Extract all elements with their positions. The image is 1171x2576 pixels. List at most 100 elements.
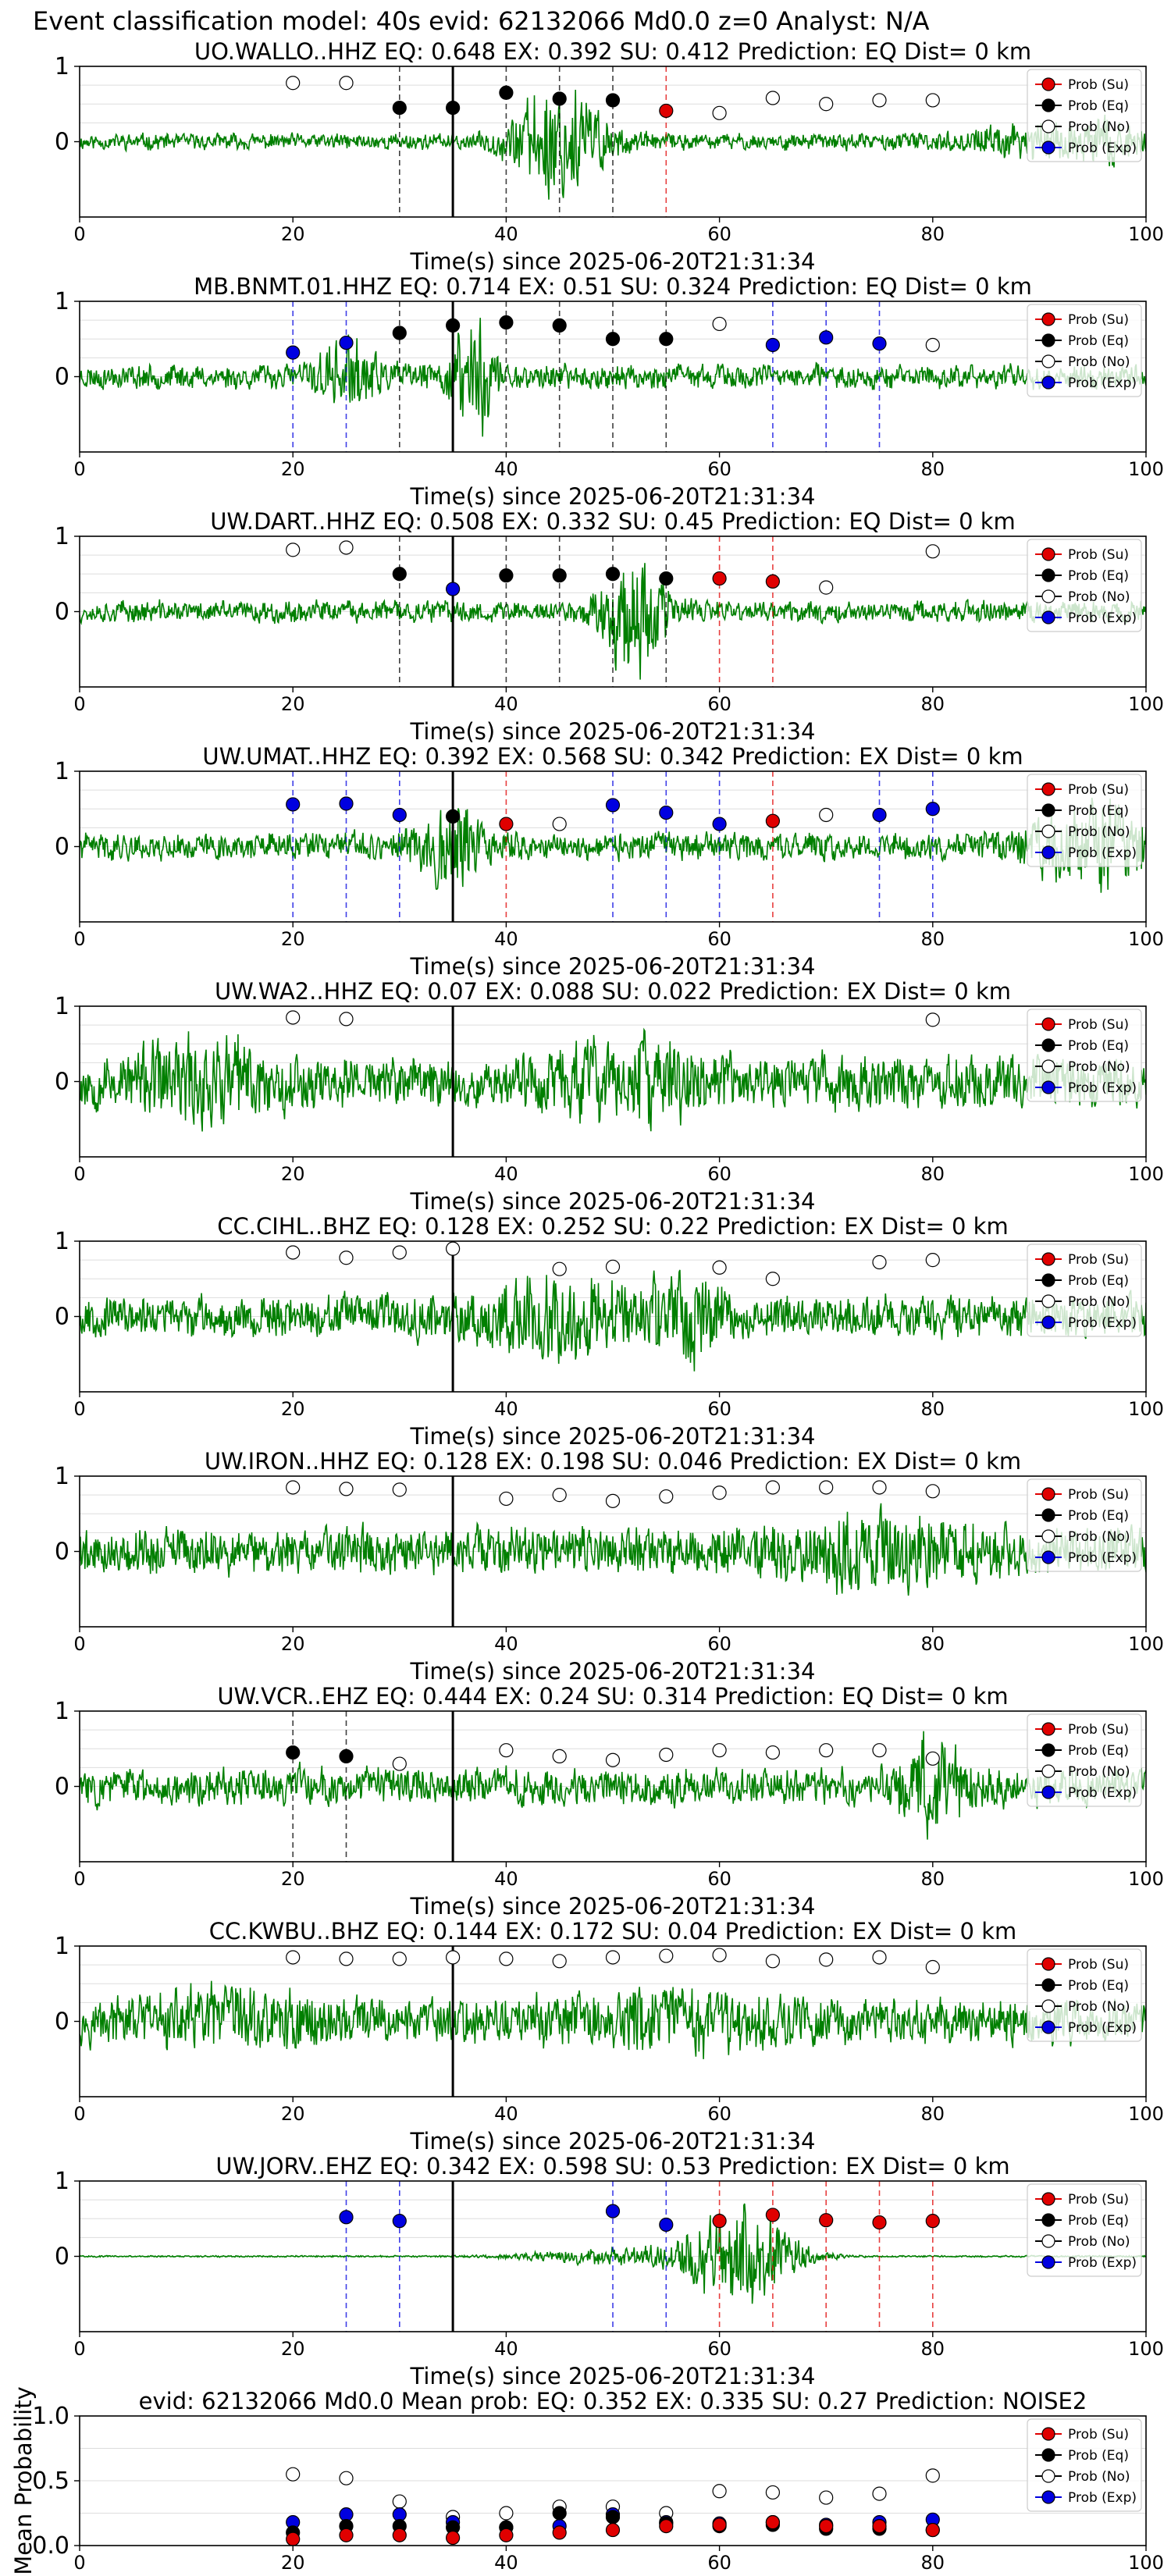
mean-prob-marker xyxy=(819,2519,834,2534)
prob-marker xyxy=(552,1954,567,1969)
panel-title: UW.WA2..HHZ EQ: 0.07 EX: 0.088 SU: 0.022… xyxy=(215,978,1011,1005)
prob-marker xyxy=(339,796,354,811)
x-tick-label: 40 xyxy=(494,928,518,950)
prob-marker xyxy=(765,1272,781,1286)
y-tick-label: 1 xyxy=(55,1698,69,1725)
plot-area xyxy=(80,2416,1146,2546)
panel-title: CC.CIHL..BHZ EQ: 0.128 EX: 0.252 SU: 0.2… xyxy=(217,1213,1008,1240)
prob-marker xyxy=(605,1950,621,1965)
prob-marker xyxy=(552,1261,567,1276)
x-tick-label: 60 xyxy=(707,693,731,715)
legend-label: Prob (Eq) xyxy=(1068,803,1129,819)
legend-label: Prob (Eq) xyxy=(1068,1978,1129,1994)
prob-marker xyxy=(872,1254,887,1270)
plot-area xyxy=(80,2181,1146,2332)
x-tick-label: 80 xyxy=(921,2552,945,2574)
prob-marker xyxy=(286,1010,301,1025)
prob-marker xyxy=(552,1488,567,1503)
mean-prob-marker xyxy=(872,2519,887,2534)
legend-label: Prob (Su) xyxy=(1068,1487,1129,1503)
prob-marker xyxy=(712,817,727,831)
prob-marker xyxy=(872,807,887,823)
prob-marker xyxy=(925,1012,940,1027)
mean-prob-marker xyxy=(445,2530,461,2546)
legend: Prob (Su) Prob (Eq) Prob (No) Prob (Exp) xyxy=(1027,1009,1142,1102)
legend-box xyxy=(1027,1478,1142,1572)
panel-title: UW.VCR..EHZ EQ: 0.444 EX: 0.24 SU: 0.314… xyxy=(217,1683,1008,1710)
x-tick-label: 40 xyxy=(494,1163,518,1185)
mean-prob-marker xyxy=(339,2471,354,2485)
y-tick-label: 0 xyxy=(55,1539,69,1566)
legend-label: Prob (No) xyxy=(1068,589,1130,605)
prob-marker xyxy=(765,574,781,589)
legend-box xyxy=(1027,1244,1142,1337)
legend-label: Prob (No) xyxy=(1068,1294,1130,1310)
x-tick-label: 100 xyxy=(1128,693,1164,715)
legend-label: Prob (Su) xyxy=(1068,1017,1129,1033)
prob-marker xyxy=(765,91,781,105)
legend-label: Prob (Exp) xyxy=(1068,1550,1137,1566)
legend-label: Prob (Eq) xyxy=(1068,1273,1129,1289)
x-tick-label: 20 xyxy=(281,1398,305,1420)
prob-marker xyxy=(445,1950,461,1965)
x-tick-label: 100 xyxy=(1128,1398,1164,1420)
prob-marker xyxy=(499,1743,514,1758)
x-axis-label: Time(s) since 2025-06-20T21:31:34 xyxy=(410,1188,816,1215)
prob-marker xyxy=(339,2210,354,2225)
panel-title: UW.JORV..EHZ EQ: 0.342 EX: 0.598 SU: 0.5… xyxy=(215,2153,1009,2179)
prob-marker xyxy=(445,1241,461,1256)
x-tick-label: 0 xyxy=(73,1398,85,1420)
legend-marker xyxy=(1041,2234,1055,2248)
legend-marker xyxy=(1041,1273,1055,1287)
plot-area xyxy=(80,1476,1146,1627)
y-tick-label: 0 xyxy=(55,1304,69,1331)
x-tick-label: 40 xyxy=(494,223,518,245)
x-tick-label: 100 xyxy=(1128,2103,1164,2125)
x-tick-label: 100 xyxy=(1128,458,1164,480)
x-tick-label: 80 xyxy=(921,693,945,715)
prob-marker xyxy=(445,318,461,333)
mean-prob-marker xyxy=(392,2528,407,2542)
panel-9: CC.KWBU..BHZ EQ: 0.144 EX: 0.172 SU: 0.0… xyxy=(55,1918,1164,2154)
prob-marker xyxy=(499,568,514,583)
legend-marker xyxy=(1041,1080,1055,1094)
legend-label: Prob (No) xyxy=(1068,1529,1130,1545)
y-tick-label: 1 xyxy=(55,1228,69,1255)
prob-marker xyxy=(925,337,940,353)
prob-marker xyxy=(872,1480,887,1495)
plot-area xyxy=(80,66,1146,217)
x-tick-label: 60 xyxy=(707,2338,731,2360)
x-tick-label: 60 xyxy=(707,1163,731,1185)
legend-marker xyxy=(1041,98,1055,112)
x-tick-label: 40 xyxy=(494,2338,518,2360)
x-tick-label: 20 xyxy=(281,1868,305,1890)
mean-prob-marker xyxy=(819,2490,834,2505)
x-tick-label: 0 xyxy=(73,223,85,245)
prob-marker xyxy=(605,93,621,108)
legend-marker xyxy=(1041,568,1055,582)
prob-marker xyxy=(445,100,461,116)
x-tick-label: 40 xyxy=(494,458,518,480)
x-tick-label: 60 xyxy=(707,928,731,950)
prob-marker xyxy=(392,1245,407,1260)
legend-marker xyxy=(1041,1999,1055,2013)
y-tick-label: 0 xyxy=(55,834,69,861)
legend-marker xyxy=(1041,333,1055,347)
prob-marker xyxy=(765,1480,781,1495)
prob-marker xyxy=(925,802,940,817)
legend-label: Prob (No) xyxy=(1068,2234,1130,2250)
y-tick-label: 0 xyxy=(55,129,69,156)
prob-marker xyxy=(925,1484,940,1499)
plot-area xyxy=(80,536,1146,687)
prob-marker xyxy=(339,335,354,350)
prob-marker xyxy=(765,1745,781,1760)
x-tick-label: 0 xyxy=(73,2552,85,2574)
y-tick-label: 0 xyxy=(55,364,69,391)
legend-marker xyxy=(1041,1315,1055,1329)
prob-marker xyxy=(499,315,514,330)
prob-marker xyxy=(286,76,301,91)
prob-marker xyxy=(819,807,834,823)
x-tick-label: 80 xyxy=(921,1163,945,1185)
prob-marker xyxy=(659,1747,674,1763)
